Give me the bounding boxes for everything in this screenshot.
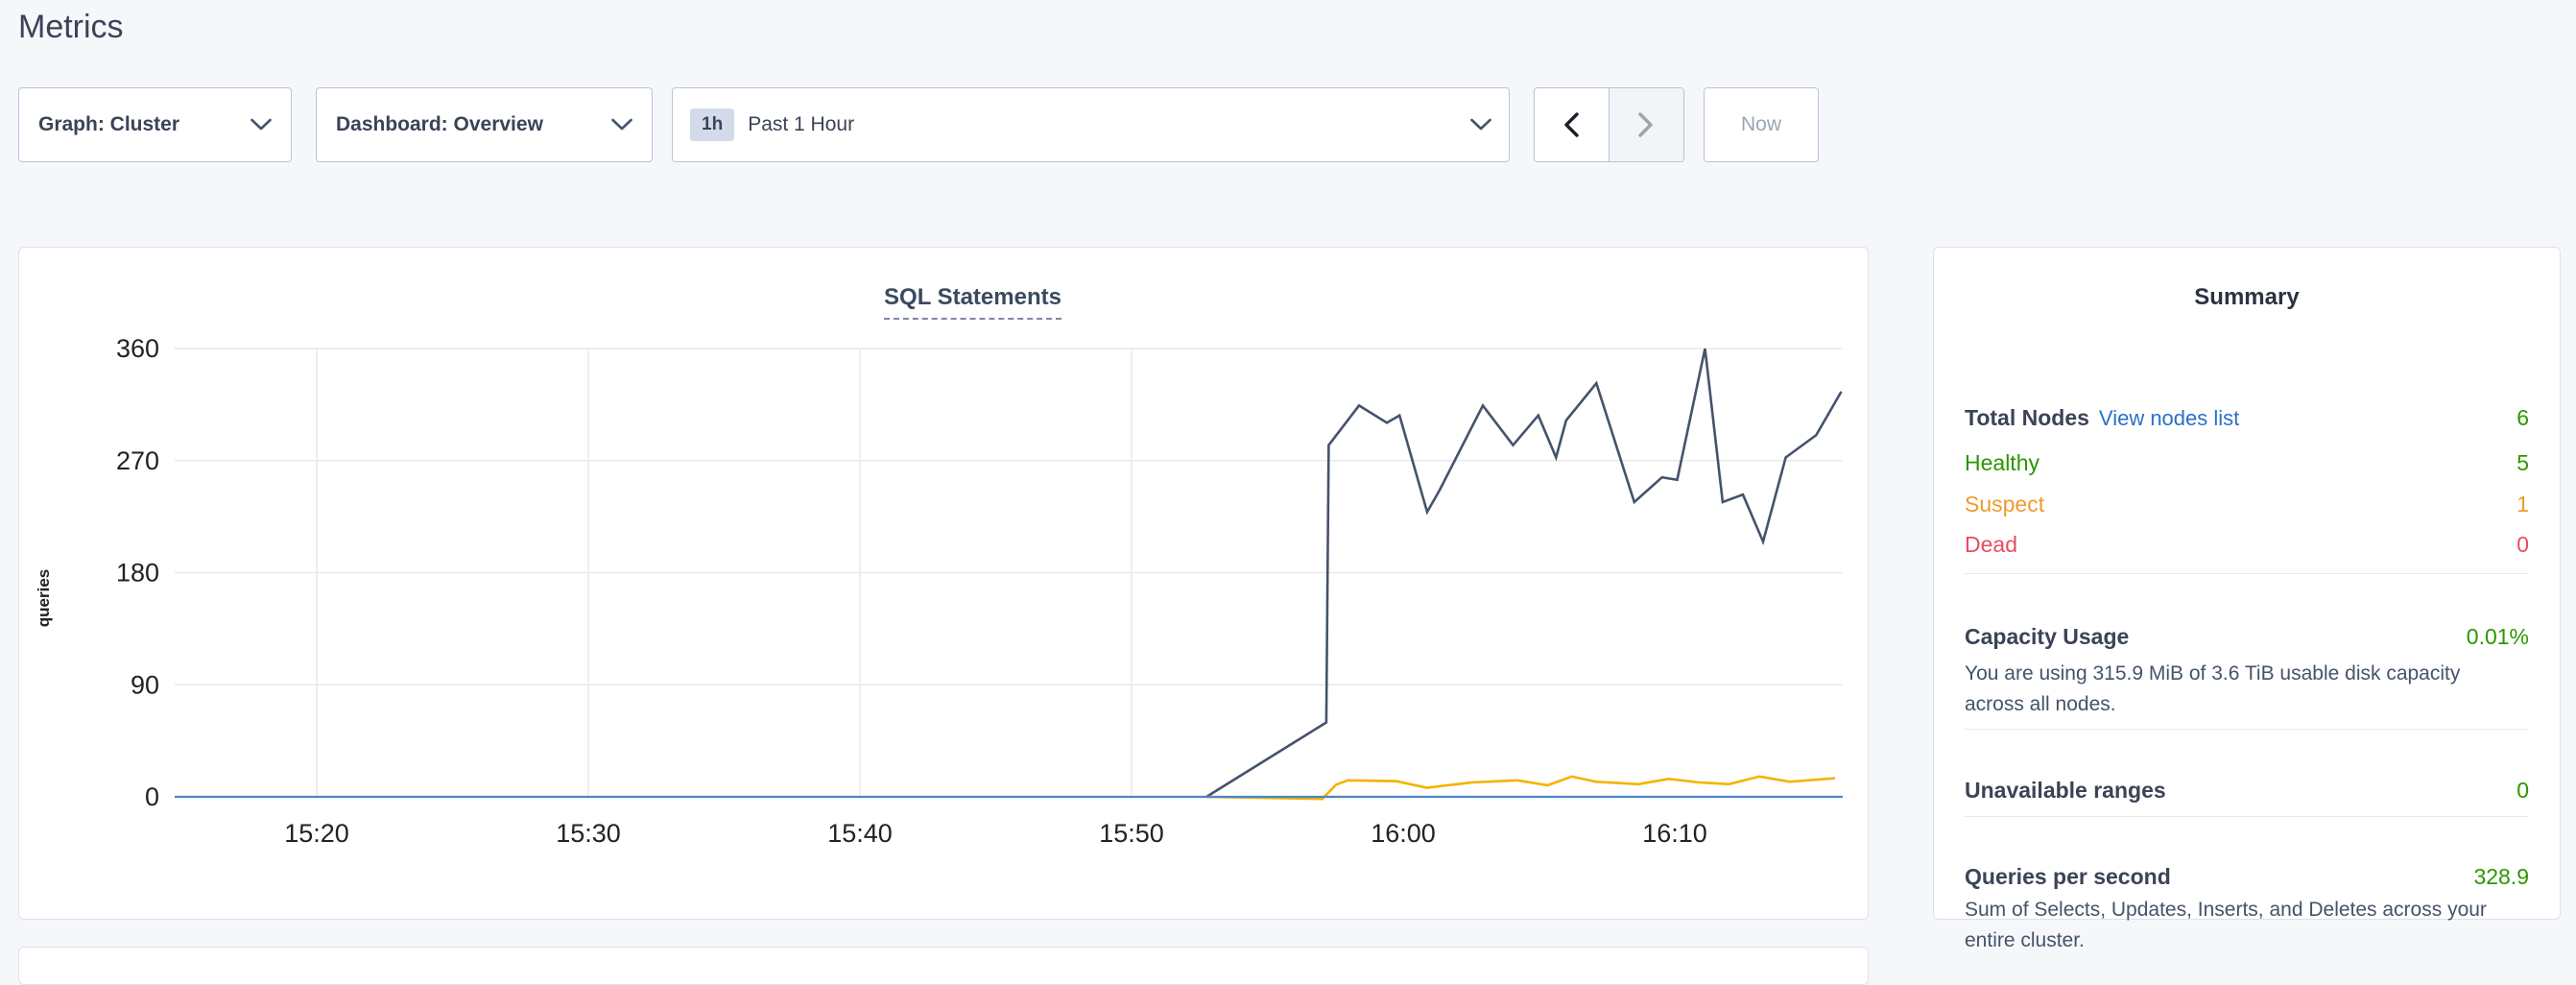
svg-text:180: 180 xyxy=(116,558,159,587)
svg-text:16:10: 16:10 xyxy=(1642,819,1707,848)
svg-text:90: 90 xyxy=(131,670,159,699)
svg-text:15:50: 15:50 xyxy=(1099,819,1164,848)
svg-text:270: 270 xyxy=(116,446,159,475)
svg-text:360: 360 xyxy=(116,334,159,363)
svg-text:16:00: 16:00 xyxy=(1371,819,1436,848)
svg-text:15:20: 15:20 xyxy=(284,819,349,848)
svg-text:15:30: 15:30 xyxy=(556,819,621,848)
svg-text:15:40: 15:40 xyxy=(827,819,893,848)
svg-text:0: 0 xyxy=(145,782,159,811)
